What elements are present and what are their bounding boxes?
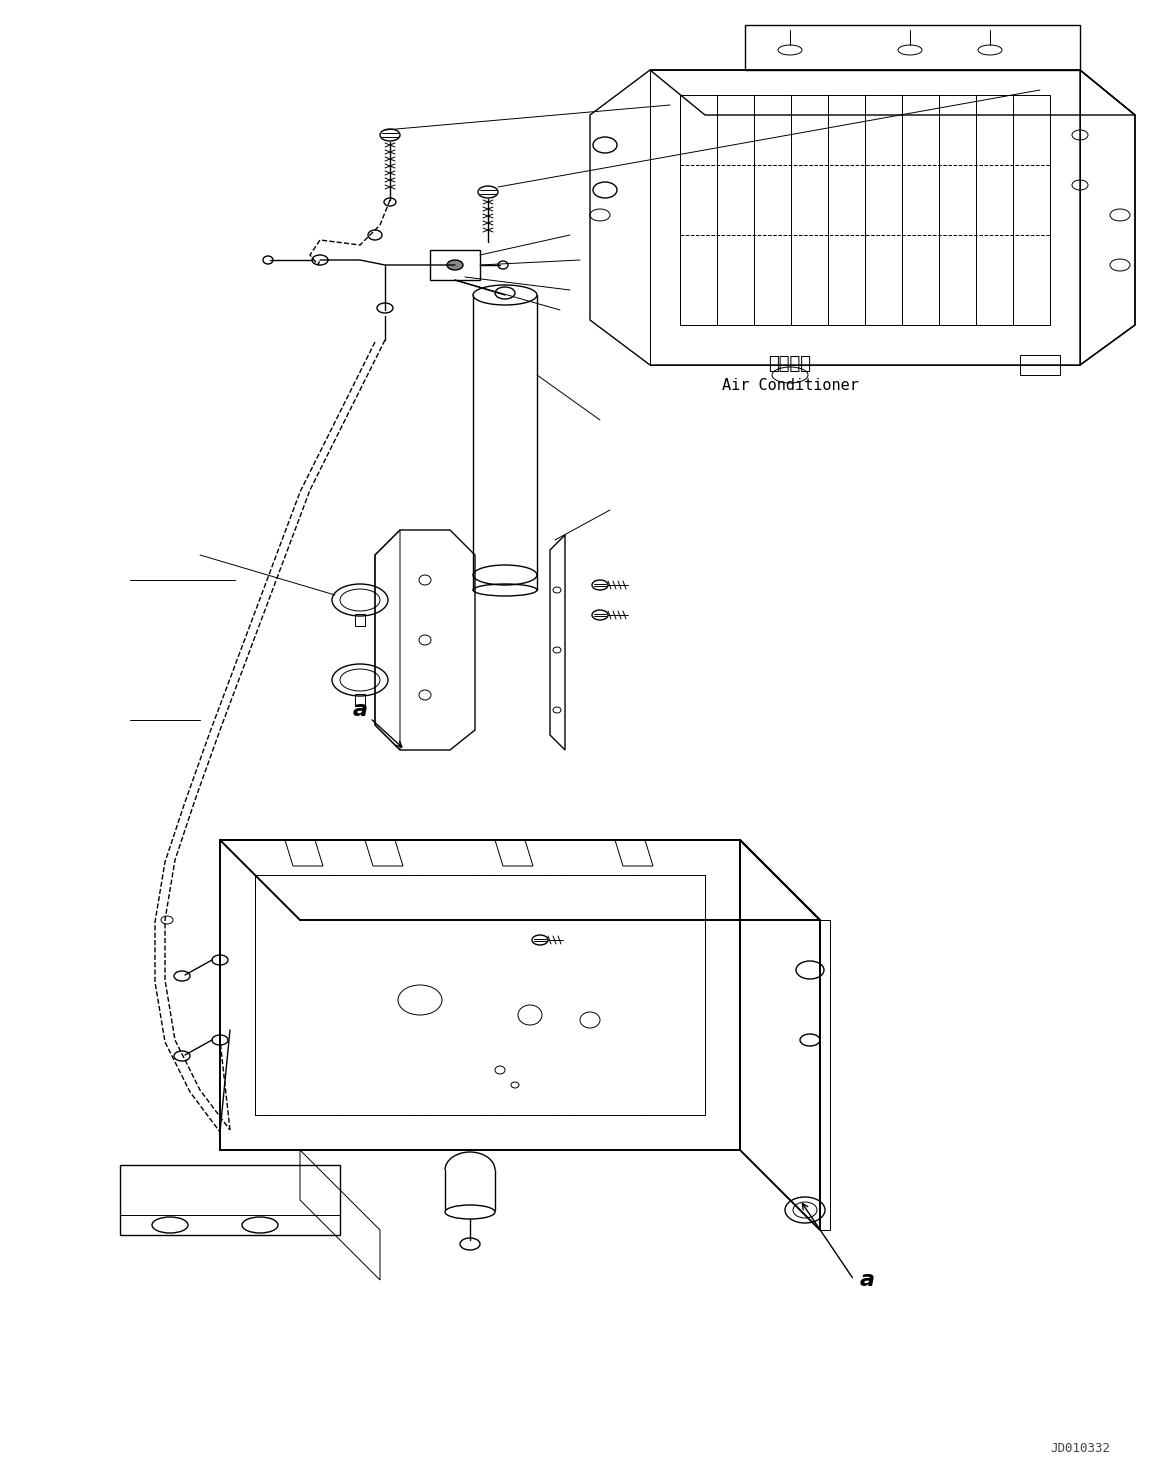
Text: a: a bbox=[352, 700, 368, 720]
Bar bbox=[1020, 356, 1059, 375]
Bar bbox=[355, 694, 365, 706]
Text: a: a bbox=[859, 1269, 875, 1290]
Text: Air Conditioner: Air Conditioner bbox=[721, 378, 858, 393]
Ellipse shape bbox=[380, 128, 400, 142]
Ellipse shape bbox=[447, 260, 463, 270]
Text: エアコン: エアコン bbox=[769, 356, 812, 373]
Bar bbox=[430, 249, 480, 280]
Bar bbox=[355, 614, 365, 626]
Text: JD010332: JD010332 bbox=[1050, 1442, 1110, 1455]
